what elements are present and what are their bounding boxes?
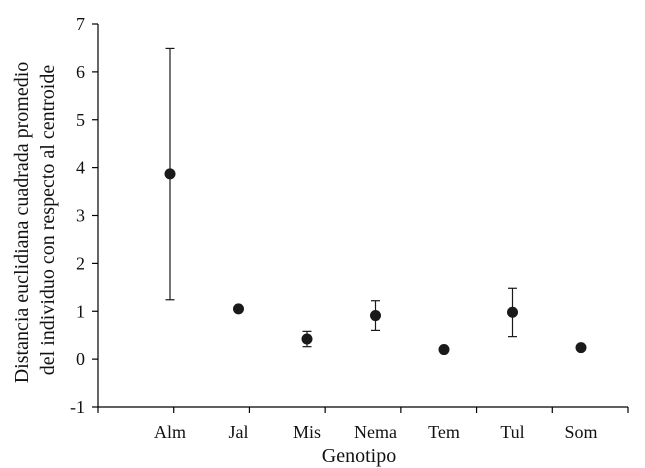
x-tick-label: Mis <box>293 422 321 442</box>
data-point-tul <box>507 306 518 318</box>
data-point-som <box>575 342 587 354</box>
y-tick-label: 6 <box>76 62 85 82</box>
y-axis-ticks: -1 0 1 2 3 4 5 6 7 <box>70 14 98 417</box>
y-axis-title: Distancia euclidiana cuadrada promedio d… <box>11 57 59 384</box>
y-axis-title-line-1: Distancia euclidiana cuadrada promedio <box>11 62 33 384</box>
error-bars <box>165 47 517 348</box>
data-point-jal <box>233 303 244 315</box>
y-tick-label: 5 <box>76 110 85 130</box>
y-tick-label: 7 <box>76 14 85 34</box>
y-axis-title-line-2: del individuo con respecto al centroide <box>37 65 59 376</box>
data-points <box>164 168 587 356</box>
x-tick-label: Tul <box>500 422 524 442</box>
x-tick-label: Som <box>564 422 597 442</box>
y-tick-label: 2 <box>76 253 85 273</box>
data-point-alm <box>164 168 176 180</box>
y-tick-label: -1 <box>70 397 85 417</box>
y-tick-label: 3 <box>76 206 85 226</box>
x-tick-label: Jal <box>229 422 249 442</box>
x-tick-label: Nema <box>354 422 397 442</box>
data-point-mis <box>301 333 313 345</box>
x-axis-ticks: Alm Jal Mis Nema Tem Tul Som <box>97 407 629 442</box>
data-point-nema <box>370 310 381 322</box>
x-tick-label: Alm <box>154 422 186 442</box>
y-tick-label: 0 <box>76 349 85 369</box>
data-point-tem <box>438 344 450 356</box>
y-tick-label: 4 <box>76 158 85 178</box>
y-tick-label: 1 <box>76 301 85 321</box>
x-axis-title: Genotipo <box>322 445 396 467</box>
x-tick-label: Tem <box>428 422 460 442</box>
